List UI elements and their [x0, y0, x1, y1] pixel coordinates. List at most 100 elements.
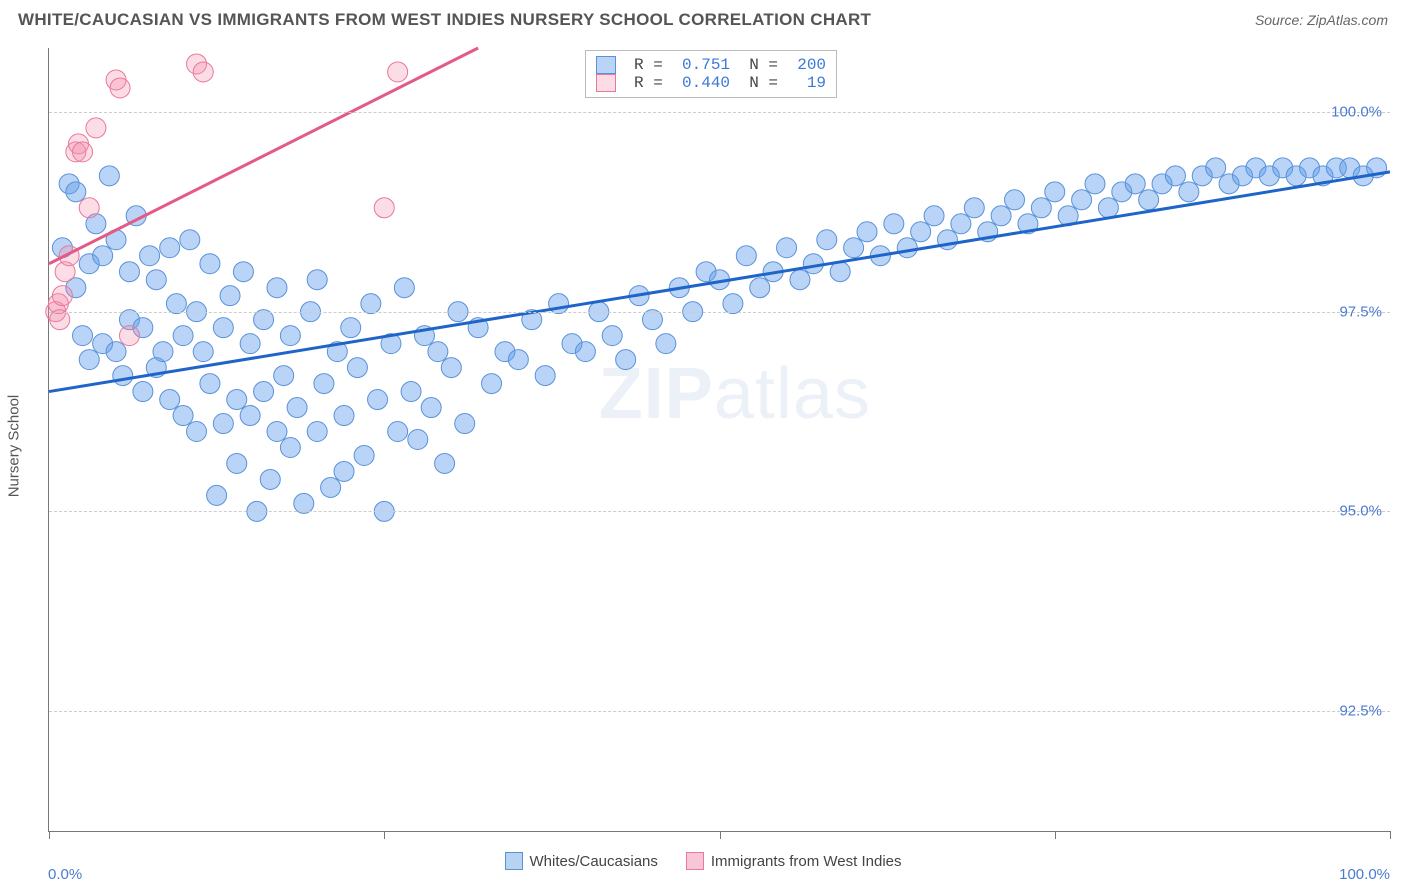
stats-text: R = 0.751 N = 200 — [624, 56, 826, 74]
data-point — [110, 78, 130, 98]
data-point — [428, 342, 448, 362]
data-point — [656, 334, 676, 354]
stats-row: R = 0.440 N = 19 — [596, 74, 826, 92]
data-point — [535, 366, 555, 386]
data-point — [401, 382, 421, 402]
data-point — [240, 334, 260, 354]
data-point — [227, 453, 247, 473]
data-point — [287, 398, 307, 418]
legend-label: Immigrants from West Indies — [711, 853, 902, 870]
data-point — [73, 326, 93, 346]
data-point — [844, 238, 864, 258]
data-point — [602, 326, 622, 346]
data-point — [267, 278, 287, 298]
data-point — [388, 62, 408, 82]
data-point — [388, 422, 408, 442]
data-point — [233, 262, 253, 282]
y-tick-label: 95.0% — [1339, 503, 1382, 520]
data-point — [334, 406, 354, 426]
data-point — [777, 238, 797, 258]
data-point — [1045, 182, 1065, 202]
data-point — [133, 382, 153, 402]
data-point — [99, 166, 119, 186]
data-point — [394, 278, 414, 298]
stats-text: R = 0.440 N = 19 — [624, 74, 826, 92]
data-point — [455, 414, 475, 434]
data-point — [240, 406, 260, 426]
data-point — [1206, 158, 1226, 178]
data-point — [408, 430, 428, 450]
data-point — [307, 422, 327, 442]
data-point — [321, 477, 341, 497]
bottom-legend: Whites/Caucasians Immigrants from West In… — [0, 852, 1406, 870]
data-point — [1165, 166, 1185, 186]
y-tick-label: 97.5% — [1339, 303, 1382, 320]
data-point — [911, 222, 931, 242]
x-tick — [49, 831, 50, 839]
legend-swatch — [686, 852, 704, 870]
stats-legend-box: R = 0.751 N = 200 R = 0.440 N = 19 — [585, 50, 837, 98]
data-point — [140, 246, 160, 266]
data-point — [1085, 174, 1105, 194]
data-point — [307, 270, 327, 290]
data-point — [200, 254, 220, 274]
plot-svg — [49, 48, 1390, 831]
data-point — [113, 366, 133, 386]
gridline — [49, 711, 1390, 712]
data-point — [280, 326, 300, 346]
data-point — [73, 142, 93, 162]
legend-swatch — [596, 74, 616, 92]
legend-label: Whites/Caucasians — [530, 853, 658, 870]
data-point — [119, 326, 139, 346]
data-point — [1072, 190, 1092, 210]
data-point — [1098, 198, 1118, 218]
data-point — [421, 398, 441, 418]
data-point — [146, 270, 166, 290]
data-point — [616, 350, 636, 370]
data-point — [1179, 182, 1199, 202]
data-point — [964, 198, 984, 218]
data-point — [334, 461, 354, 481]
data-point — [267, 422, 287, 442]
data-point — [374, 198, 394, 218]
data-point — [260, 469, 280, 489]
data-point — [193, 62, 213, 82]
data-point — [86, 118, 106, 138]
plot-region: ZIPatlas R = 0.751 N = 200 R = 0.440 N =… — [48, 48, 1390, 832]
data-point — [314, 374, 334, 394]
data-point — [180, 230, 200, 250]
x-tick — [1055, 831, 1056, 839]
data-point — [213, 414, 233, 434]
x-tick — [720, 831, 721, 839]
x-tick — [384, 831, 385, 839]
legend-item: Whites/Caucasians — [505, 852, 658, 870]
data-point — [817, 230, 837, 250]
y-axis-label: Nursery School — [6, 395, 23, 498]
data-point — [160, 238, 180, 258]
data-point — [1005, 190, 1025, 210]
legend-item: Immigrants from West Indies — [686, 852, 902, 870]
data-point — [750, 278, 770, 298]
data-point — [173, 406, 193, 426]
gridline — [49, 312, 1390, 313]
data-point — [575, 342, 595, 362]
chart-area: ZIPatlas R = 0.751 N = 200 R = 0.440 N =… — [48, 48, 1390, 832]
data-point — [213, 318, 233, 338]
data-point — [1031, 198, 1051, 218]
data-point — [193, 342, 213, 362]
data-point — [341, 318, 361, 338]
chart-source: Source: ZipAtlas.com — [1255, 12, 1388, 28]
data-point — [924, 206, 944, 226]
data-point — [220, 286, 240, 306]
stats-row: R = 0.751 N = 200 — [596, 56, 826, 74]
data-point — [830, 262, 850, 282]
data-point — [736, 246, 756, 266]
data-point — [951, 214, 971, 234]
data-point — [200, 374, 220, 394]
data-point — [79, 198, 99, 218]
data-point — [173, 326, 193, 346]
x-tick — [1390, 831, 1391, 839]
data-point — [897, 238, 917, 258]
data-point — [160, 390, 180, 410]
chart-title: WHITE/CAUCASIAN VS IMMIGRANTS FROM WEST … — [18, 10, 871, 30]
